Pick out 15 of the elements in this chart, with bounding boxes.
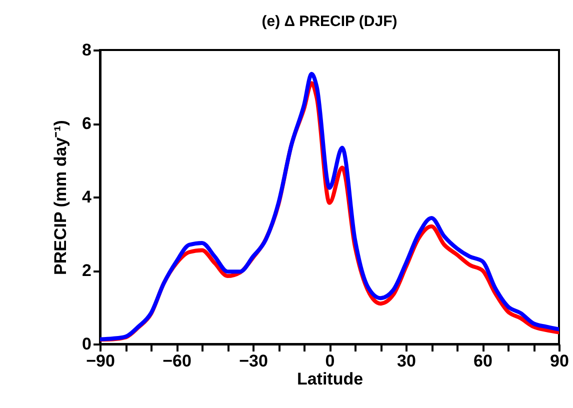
y-tick-label: 8 [82, 40, 92, 60]
y-tick-label: 0 [82, 334, 92, 354]
y-tick-label: 6 [82, 114, 92, 133]
x-tick-label: −60 [162, 352, 192, 370]
y-axis-title: PRECIP (mm day⁻¹) [51, 120, 70, 275]
x-tick-label: 60 [474, 352, 492, 370]
x-tick-label: −30 [239, 352, 268, 370]
x-axis-title: Latitude [296, 370, 364, 388]
x-tick-label: −90 [86, 352, 115, 370]
x-tick-label: 90 [550, 352, 569, 370]
y-tick-label: 2 [82, 261, 92, 280]
chart-title: (e) Δ PRECIP (DJF) [262, 13, 398, 30]
x-tick-label: 30 [397, 352, 416, 370]
x-tick-label: 0 [325, 352, 335, 370]
y-tick-label: 4 [82, 188, 92, 206]
